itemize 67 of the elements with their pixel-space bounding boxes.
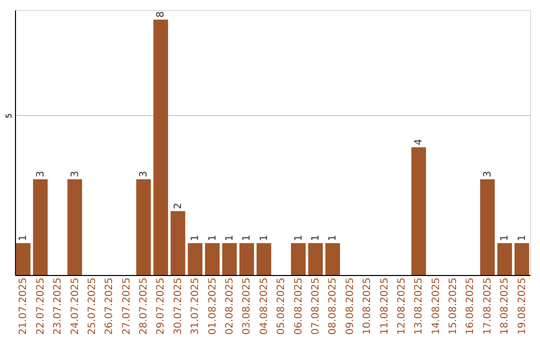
bar	[188, 243, 202, 275]
data-label: 1	[500, 234, 511, 242]
x-tick-label: 30.07.2025	[172, 278, 184, 335]
data-label: 3	[138, 170, 150, 178]
x-tick-label: 23.07.2025	[52, 278, 64, 335]
x-tick-label: 22.07.2025	[35, 278, 46, 335]
data-label: 8	[156, 11, 167, 18]
bar	[256, 243, 272, 275]
bar	[497, 243, 512, 275]
data-label: 3	[70, 170, 81, 178]
bar	[153, 20, 168, 275]
x-tick-label: 19.08.2025	[516, 278, 528, 335]
x-tick-label: 04.08.2025	[258, 278, 270, 335]
x-tick-label: 13.08.2025	[414, 278, 425, 335]
data-label: 1	[328, 234, 339, 242]
bar	[16, 243, 30, 275]
data-label: 1	[224, 234, 236, 242]
x-tick-label: 03.08.2025	[242, 278, 253, 335]
data-label: 1	[516, 234, 528, 242]
x-tick-label: 10.08.2025	[362, 278, 374, 335]
x-tick-label: 28.07.2025	[138, 278, 150, 335]
y-tick-label: 5	[4, 113, 14, 118]
data-label: 1	[242, 234, 253, 242]
x-tick-label: 08.08.2025	[328, 278, 339, 335]
data-label: 1	[18, 234, 30, 242]
x-tick-label: 07.08.2025	[310, 278, 322, 335]
x-tick-label: 25.07.2025	[86, 278, 98, 335]
x-tick-label: 21.07.2025	[18, 278, 30, 335]
x-tick-label: 18.08.2025	[500, 278, 511, 335]
bar	[308, 243, 323, 275]
x-tick-label: 16.08.2025	[465, 278, 476, 335]
x-tick-label: 12.08.2025	[396, 278, 408, 335]
bar	[411, 147, 426, 275]
x-tick-label: 24.07.2025	[70, 278, 81, 335]
bar	[514, 243, 530, 275]
bar	[222, 243, 237, 275]
data-label: 4	[414, 138, 425, 146]
data-label: 1	[310, 234, 322, 242]
x-tick-label: 14.08.2025	[430, 278, 442, 335]
x-tick-label: 29.07.2025	[156, 278, 167, 335]
bar	[67, 179, 82, 275]
bar	[290, 243, 306, 275]
x-tick-label: 02.08.2025	[224, 278, 236, 335]
x-tick-label: 01.08.2025	[207, 278, 218, 335]
bar	[136, 179, 151, 275]
x-tick-label: 05.08.2025	[276, 278, 288, 335]
bar	[239, 243, 254, 275]
bar	[33, 179, 48, 275]
data-label: 2	[172, 202, 184, 210]
x-tick-label: 31.07.2025	[190, 278, 202, 335]
x-tick-label: 15.08.2025	[448, 278, 460, 335]
x-tick-label: 09.08.2025	[344, 278, 356, 335]
bar	[205, 243, 220, 275]
x-tick-label: 17.08.2025	[482, 278, 494, 335]
data-label: 1	[190, 234, 202, 242]
x-tick-label: 11.08.2025	[379, 278, 390, 335]
bar	[480, 179, 495, 275]
data-label: 1	[293, 234, 304, 242]
x-tick-label: 06.08.2025	[293, 278, 304, 335]
bar	[325, 243, 340, 275]
data-label: 1	[207, 234, 218, 242]
bar	[170, 211, 186, 275]
x-tick-label: 26.07.2025	[104, 278, 116, 335]
data-label: 3	[482, 170, 494, 178]
x-tick-label: 27.07.2025	[121, 278, 132, 335]
data-label: 3	[35, 170, 46, 178]
data-label: 1	[258, 234, 270, 242]
